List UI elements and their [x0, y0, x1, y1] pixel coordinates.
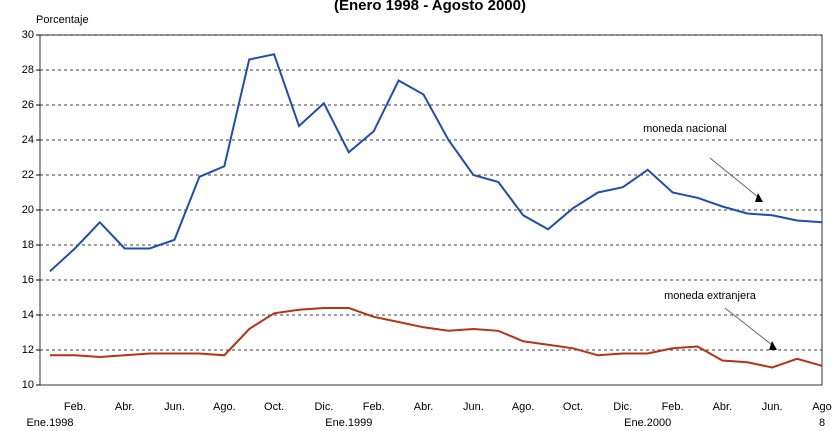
y-tick-label: 10: [22, 379, 34, 391]
line-series: [49, 53, 823, 273]
chart-title: (Enero 1998 - Agosto 2000): [334, 0, 526, 14]
x-tick-label: Oct.: [563, 401, 583, 413]
y-tick-label: 22: [22, 169, 34, 181]
arrow-head: [769, 341, 777, 350]
x-tick-label: Jun.: [164, 401, 185, 413]
plot-frame: [39, 34, 823, 386]
x-tick-label: Ene.1999: [325, 417, 372, 429]
x-tick-label: Ago.: [512, 401, 535, 413]
series-label: moneda nacional: [643, 123, 727, 135]
y-tick-label: 16: [22, 274, 34, 286]
y-tick-label: 30: [22, 29, 34, 41]
y-tick-label: 12: [22, 344, 34, 356]
x-tick-label: Ene.2000: [624, 417, 671, 429]
x-tick-label: Ago: [812, 401, 832, 413]
x-tick-label: Jun.: [463, 401, 484, 413]
x-tick-label: Ago.: [213, 401, 236, 413]
x-tick-label: Ene.1998: [26, 417, 73, 429]
y-tick-label: 14: [22, 309, 34, 321]
arrow-head: [755, 193, 763, 202]
annotation-arrow: [709, 157, 759, 198]
x-tick-label: Feb.: [662, 401, 684, 413]
annotation-arrow: [724, 307, 773, 346]
x-tick-label: Jun.: [762, 401, 783, 413]
x-tick-label: Abr.: [713, 401, 733, 413]
y-tick-label: 18: [22, 239, 34, 251]
line-series: [50, 307, 823, 369]
x-tick-label: Dic.: [613, 401, 632, 413]
x-tick-label: Dic.: [314, 401, 333, 413]
x-tick-label: Feb.: [363, 401, 385, 413]
series-label: moneda extranjera: [664, 290, 757, 302]
x-tick-label: 8: [819, 417, 825, 429]
y-tick-label: 24: [22, 134, 34, 146]
y-tick-label: 28: [22, 64, 34, 76]
x-tick-label: Abr.: [115, 401, 135, 413]
x-tick-label: Feb.: [64, 401, 86, 413]
x-tick-label: Abr.: [414, 401, 434, 413]
y-tick-label: 26: [22, 99, 34, 111]
y-axis-label: Porcentaje: [36, 14, 89, 26]
x-tick-label: Oct.: [264, 401, 284, 413]
y-tick-label: 20: [22, 204, 34, 216]
